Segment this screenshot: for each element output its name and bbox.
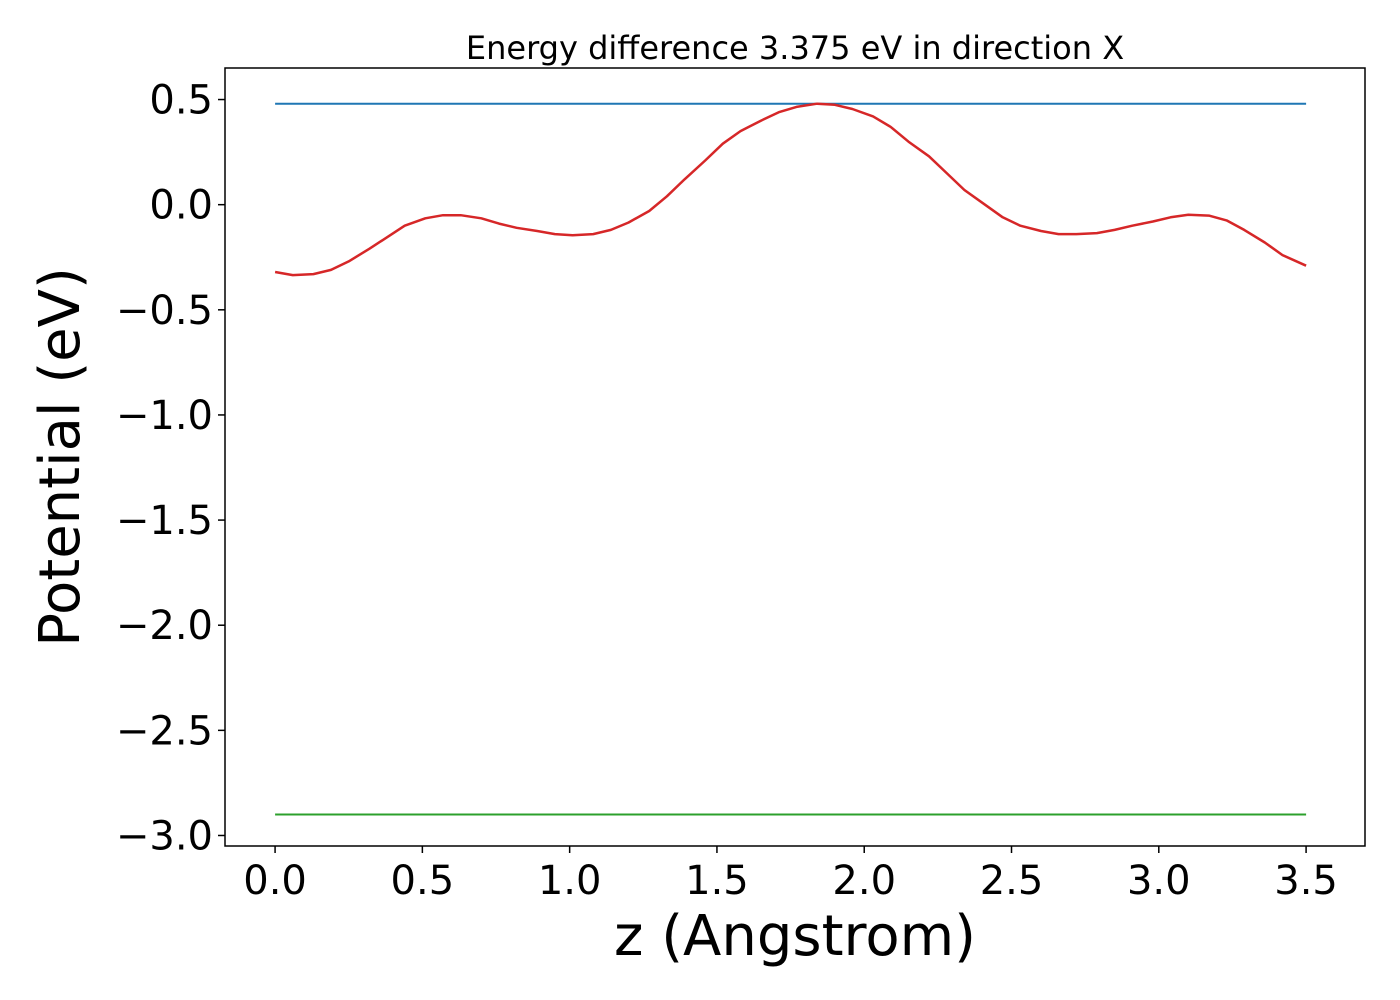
series-lines — [274, 102, 1307, 816]
x-tick-label: 2.5 — [980, 858, 1044, 904]
y-axis-label: Potential (eV) — [28, 267, 93, 647]
y-tick-label: −1.0 — [116, 393, 213, 439]
plot-background — [225, 68, 1365, 846]
chart-title: Energy difference 3.375 eV in direction … — [466, 29, 1124, 67]
x-tick-label: 1.0 — [538, 858, 602, 904]
plot-frame — [224, 67, 1366, 847]
x-axis-label: z (Angstrom) — [614, 904, 976, 969]
x-tick-label: 2.0 — [832, 858, 896, 904]
x-tick-label: 3.0 — [1127, 858, 1191, 904]
x-tick-label: 1.5 — [685, 858, 749, 904]
y-tick-label: 0.5 — [149, 78, 213, 124]
ticks: 0.0 0.5 1.0 1.5 2.0 2.5 3.0 3.5 0.5 0.0 −0.5 −1.0 −1… — [116, 78, 1338, 904]
x-tick-label: 0.5 — [391, 858, 455, 904]
y-tick-label: −0.5 — [116, 288, 213, 334]
y-tick-label: −2.0 — [116, 603, 213, 649]
y-tick-label: −1.5 — [116, 498, 213, 544]
x-tick-label: 3.5 — [1274, 858, 1338, 904]
y-tick-label: −2.5 — [116, 708, 213, 754]
series-line-2 — [274, 102, 1307, 277]
y-tick-label: 0.0 — [149, 183, 213, 229]
y-tick-label: −3.0 — [116, 813, 213, 859]
x-tick-label: 0.0 — [243, 858, 307, 904]
